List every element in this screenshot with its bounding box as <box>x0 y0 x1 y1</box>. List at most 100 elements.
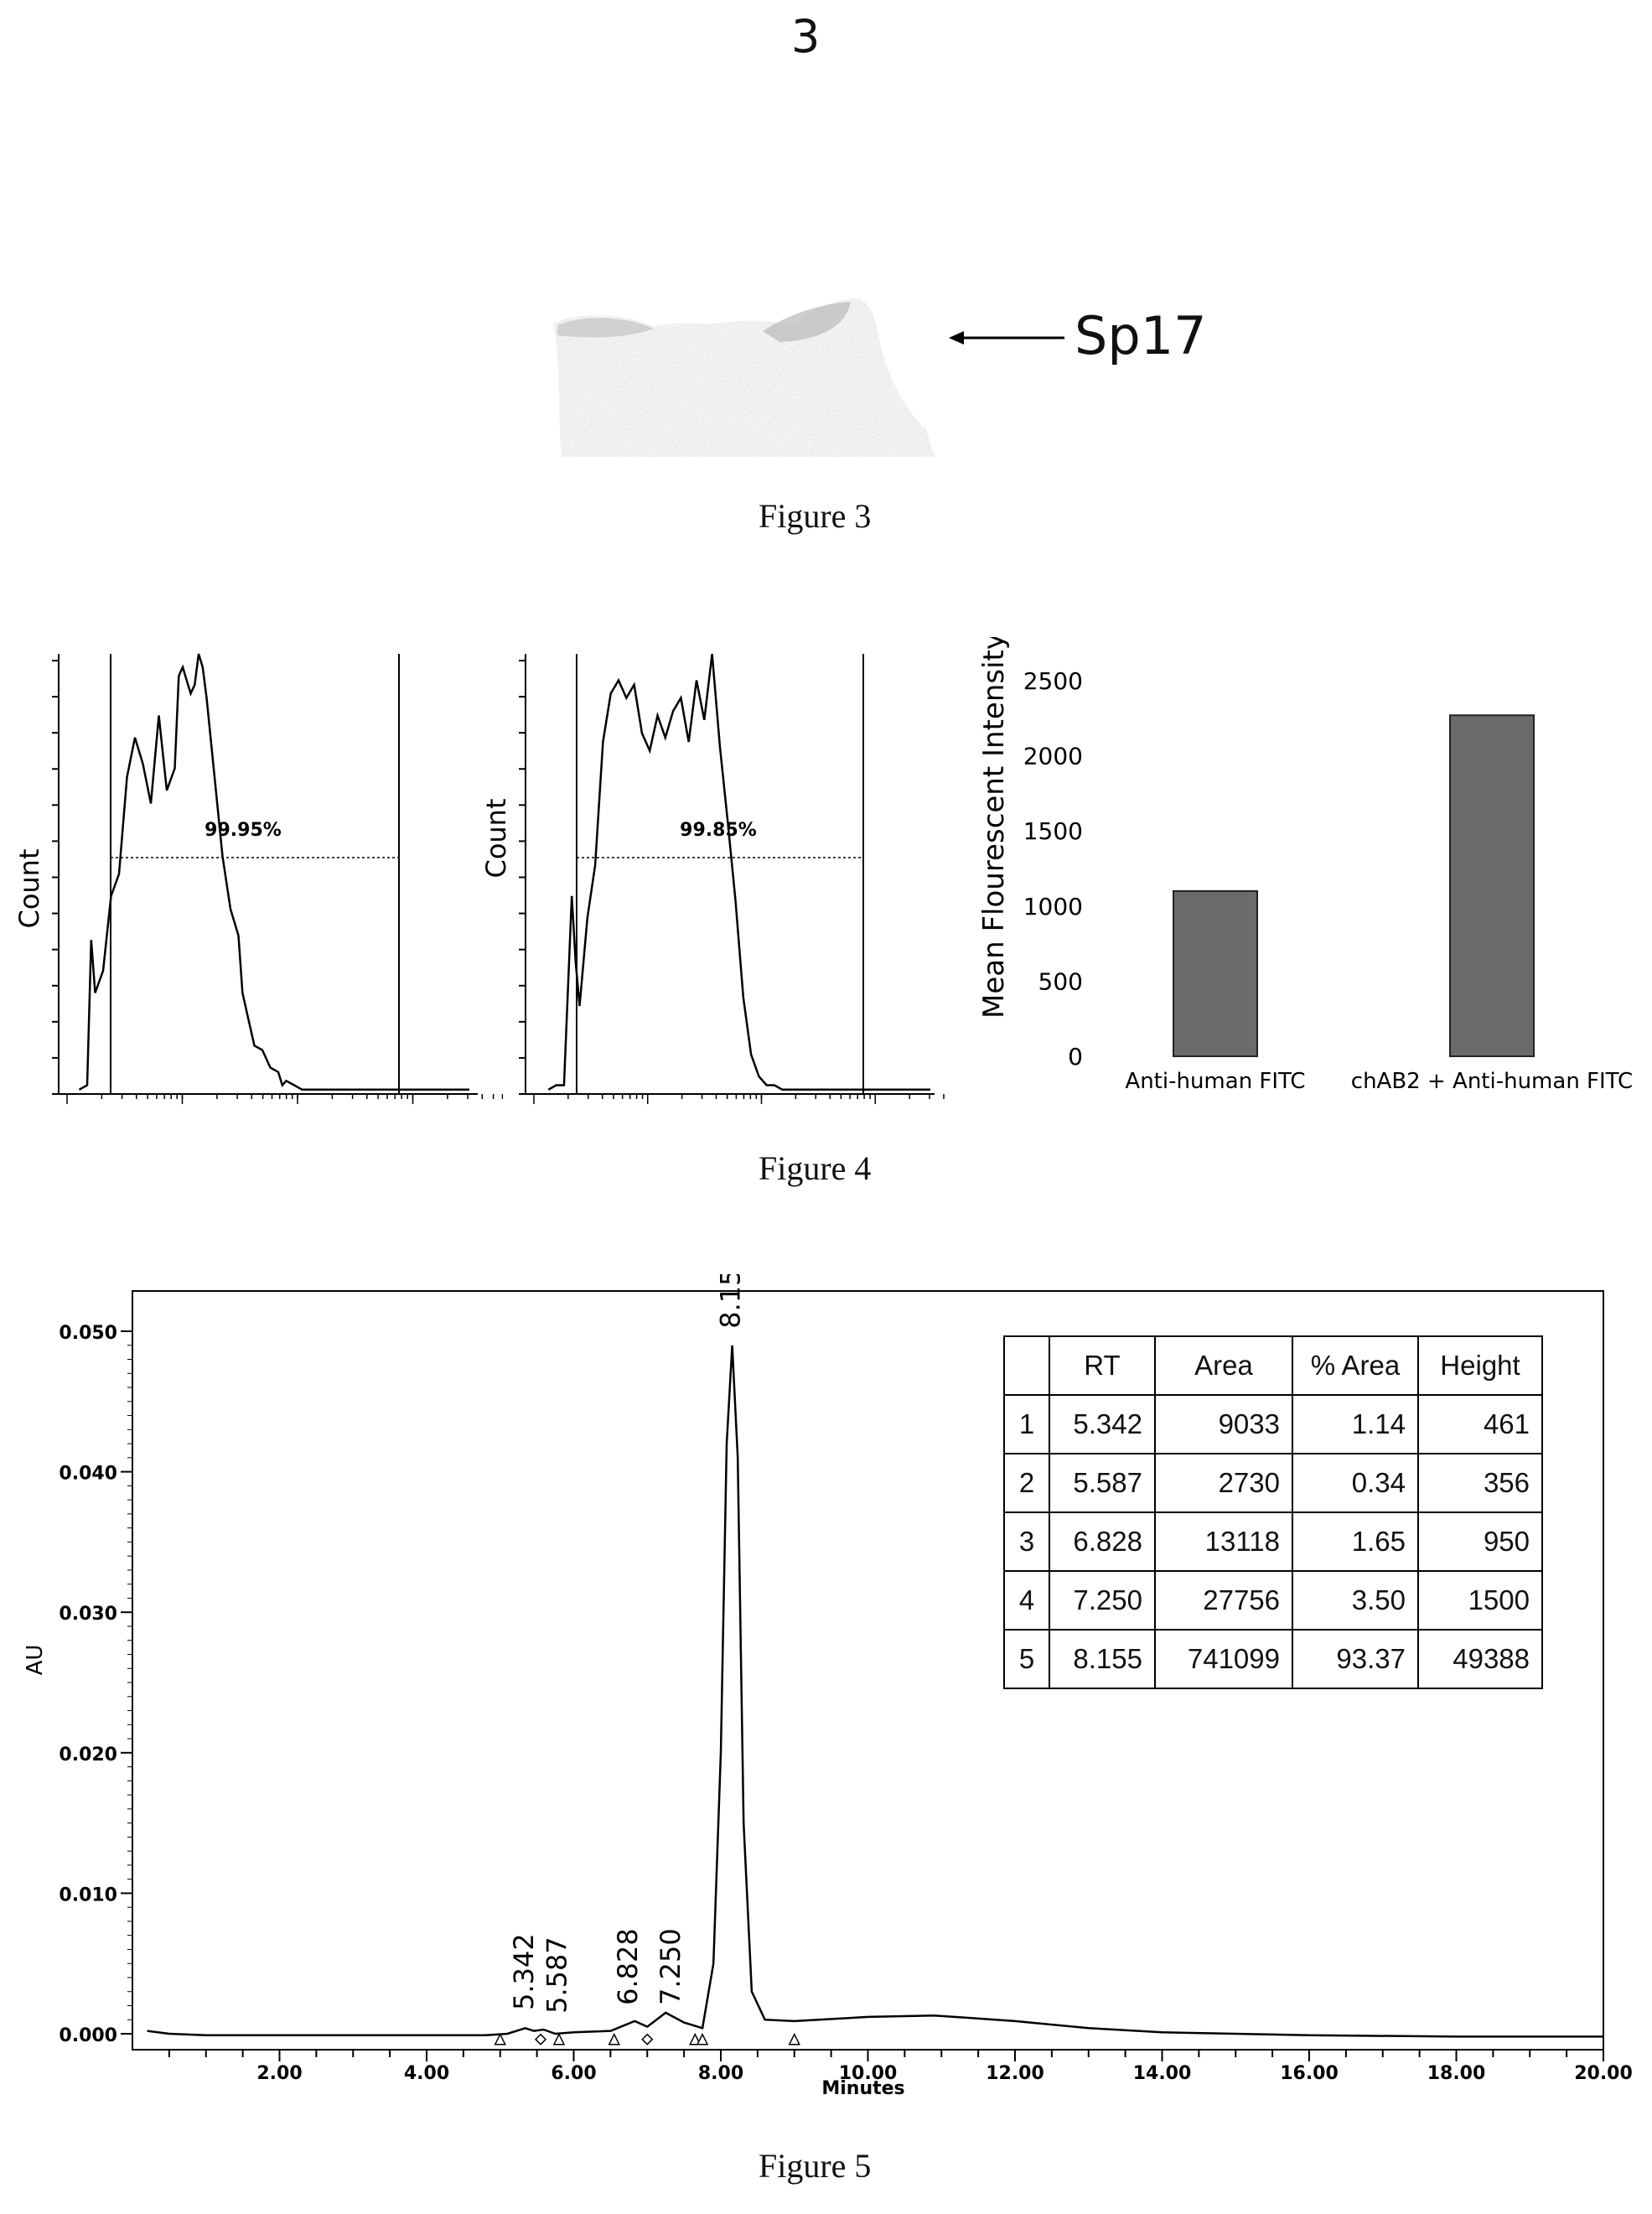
table-cell: 93.37 <box>1292 1629 1419 1689</box>
page-number: 3 <box>791 10 821 63</box>
table-cell: 0.34 <box>1292 1453 1419 1513</box>
histogram-1-ylabel: Count <box>13 848 45 928</box>
x-tick-label: 4.00 <box>404 2063 449 2084</box>
category-label: Anti-human FITC <box>1125 1069 1305 1094</box>
bar <box>1449 714 1535 1057</box>
band-label: Sp17 <box>1075 305 1207 366</box>
histogram-2: Count 99.85% <box>480 653 945 1104</box>
table-row: 2 5.587 2730 0.34 356 <box>1003 1453 1543 1513</box>
arrow-head-icon <box>949 331 964 345</box>
table-cell: 7.250 <box>1049 1570 1156 1631</box>
chromatogram-curve <box>147 1345 1603 2038</box>
y-tick-label: 0.010 <box>59 1885 117 1905</box>
bar-chart-ylabel: Mean Flourescent Intensity <box>977 637 1011 1019</box>
x-tick-label: 16.00 <box>1280 2063 1339 2084</box>
y-tick-label: 0.020 <box>59 1745 117 1765</box>
table-cell: 2730 <box>1154 1453 1293 1513</box>
baseline-marker <box>696 2033 709 2045</box>
figure-3-caption: Figure 3 <box>759 497 872 535</box>
header-cell: Height <box>1417 1335 1543 1396</box>
x-tick-label: 8.00 <box>698 2063 743 2084</box>
x-tick-label: 2.00 <box>256 2063 302 2084</box>
histogram-2-curve <box>547 653 930 1091</box>
table-cell: 13118 <box>1154 1511 1293 1572</box>
table-cell: 1.65 <box>1292 1511 1419 1572</box>
chromatogram-ylabel: AU <box>23 1645 48 1676</box>
x-tick-label: 10.00 <box>839 2063 898 2084</box>
table-cell: 2 <box>1003 1453 1050 1513</box>
y-tick-label: 0 <box>1068 1043 1083 1071</box>
header-cell: RT <box>1049 1335 1156 1396</box>
table-cell: 741099 <box>1154 1629 1293 1689</box>
figure-3: Sp17 <box>553 298 1207 457</box>
x-tick-label: 14.00 <box>1133 2063 1192 2084</box>
mfi-bar-chart: Mean Flourescent Intensity 0 500 1000 1500 2… <box>977 637 1633 1094</box>
table-cell: 27756 <box>1154 1570 1293 1631</box>
table-cell: 1500 <box>1417 1570 1543 1631</box>
gel-band <box>553 298 935 457</box>
table-cell: 3 <box>1003 1511 1050 1572</box>
figure-4-caption: Figure 4 <box>759 1149 872 1187</box>
peak-label: 7.250 <box>655 1928 686 2005</box>
category-label: chAB2 + Anti-human FITC <box>1351 1069 1633 1094</box>
gel-band-dark-left <box>557 318 654 338</box>
table-cell: 3.50 <box>1292 1570 1419 1631</box>
peak-table: RT Area % Area Height 1 5.342 9033 1.14 … <box>1003 1335 1543 1689</box>
y-tick-label: 0.040 <box>59 1464 117 1485</box>
y-tick-label: 0.030 <box>59 1604 117 1625</box>
table-row: 3 6.828 13118 1.65 950 <box>1003 1511 1543 1572</box>
y-tick-label: 2500 <box>1023 667 1083 695</box>
table-cell: 6.828 <box>1049 1511 1156 1572</box>
histogram-1: Count 99.95% <box>13 653 503 1104</box>
table-row: 1 5.342 9033 1.14 461 <box>1003 1394 1543 1454</box>
x-tick-label: 20.00 <box>1574 2063 1633 2084</box>
y-tick-label: 1500 <box>1023 817 1083 845</box>
table-cell: 5.587 <box>1049 1453 1156 1513</box>
baseline-marker <box>552 2033 566 2045</box>
baseline-marker <box>788 2033 800 2045</box>
x-tick-label: 12.00 <box>986 2063 1044 2084</box>
peak-label: 6.828 <box>612 1928 644 2005</box>
table-cell: 5.342 <box>1049 1394 1156 1454</box>
chromatogram-xlabel: Minutes <box>821 2078 904 2099</box>
bar <box>1173 889 1258 1057</box>
x-tick-label: 6.00 <box>551 2063 596 2084</box>
peak-label: 8.155 <box>715 1274 747 1329</box>
histogram-1-curve <box>78 653 469 1091</box>
y-tick-label: 0.000 <box>59 2025 117 2046</box>
header-cell: Area <box>1154 1335 1293 1396</box>
baseline-marker <box>608 2033 620 2045</box>
table-cell: 1 <box>1003 1394 1050 1454</box>
baseline-marker <box>494 2033 506 2045</box>
x-tick-label: 18.00 <box>1427 2063 1486 2084</box>
table-cell: 8.155 <box>1049 1629 1156 1689</box>
header-cell: % Area <box>1292 1335 1419 1396</box>
header-cell <box>1003 1335 1050 1396</box>
figure-5-caption: Figure 5 <box>759 2147 872 2185</box>
table-row: 4 7.250 27756 3.50 1500 <box>1003 1570 1543 1631</box>
baseline-marker <box>534 2033 547 2045</box>
baseline-marker <box>689 2033 702 2045</box>
y-tick-label: 2000 <box>1023 743 1083 770</box>
table-cell: 356 <box>1417 1453 1543 1513</box>
peak-label: 5.587 <box>541 1937 572 2014</box>
table-cell: 4 <box>1003 1570 1050 1631</box>
table-cell: 9033 <box>1154 1394 1293 1454</box>
gel-band-dark-right <box>763 302 851 342</box>
y-tick-label: 1000 <box>1023 893 1083 920</box>
y-tick-label: 500 <box>1038 967 1083 995</box>
histogram-2-ylabel: Count <box>480 798 512 878</box>
table-cell: 5 <box>1003 1629 1050 1689</box>
table-cell: 461 <box>1417 1394 1543 1454</box>
peak-label: 5.342 <box>508 1933 540 2010</box>
gate-label: 99.85% <box>680 820 757 841</box>
table-row: 5 8.155 741099 93.37 49388 <box>1003 1629 1543 1689</box>
gate-label: 99.95% <box>205 820 282 841</box>
y-tick-label: 0.050 <box>59 1323 117 1344</box>
table-cell: 1.14 <box>1292 1394 1419 1454</box>
baseline-marker <box>641 2033 654 2045</box>
table-cell: 49388 <box>1417 1629 1543 1689</box>
table-cell: 950 <box>1417 1511 1543 1572</box>
chromatogram: AU 0.000 0.010 0.020 0.030 0.040 0.050 2.00 4.… <box>23 1274 1633 2099</box>
peak-table-header: RT Area % Area Height <box>1003 1335 1543 1396</box>
